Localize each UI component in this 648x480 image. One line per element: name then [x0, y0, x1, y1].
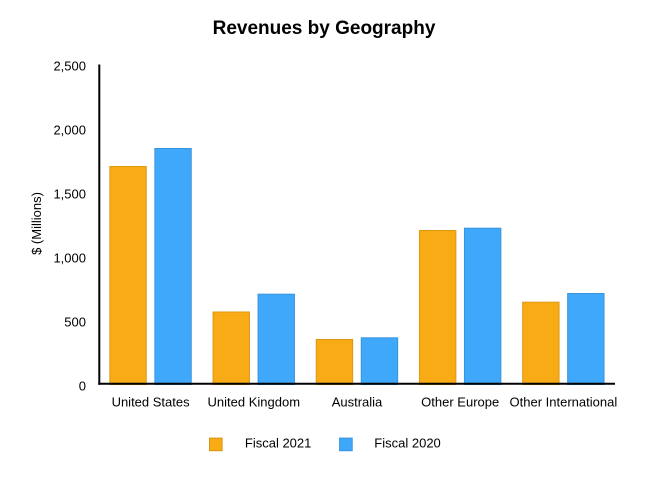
svg-text:Revenues by Geography: Revenues by Geography — [213, 18, 436, 39]
svg-text:$ (Millions): $ (Millions) — [29, 192, 44, 255]
svg-text:Other International: Other International — [510, 395, 618, 410]
svg-text:United States: United States — [112, 395, 191, 410]
svg-text:0: 0 — [79, 379, 86, 394]
svg-text:Fiscal 2021: Fiscal 2021 — [245, 436, 311, 451]
svg-text:1,000: 1,000 — [53, 251, 86, 266]
svg-text:United Kingdom: United Kingdom — [208, 395, 301, 410]
svg-text:500: 500 — [64, 315, 86, 330]
svg-text:Other Europe: Other Europe — [421, 395, 499, 410]
svg-text:2,000: 2,000 — [53, 123, 86, 138]
svg-text:Australia: Australia — [332, 395, 383, 410]
svg-text:1,500: 1,500 — [53, 187, 86, 202]
svg-text:2,500: 2,500 — [53, 59, 86, 74]
svg-text:Fiscal 2020: Fiscal 2020 — [374, 436, 440, 451]
